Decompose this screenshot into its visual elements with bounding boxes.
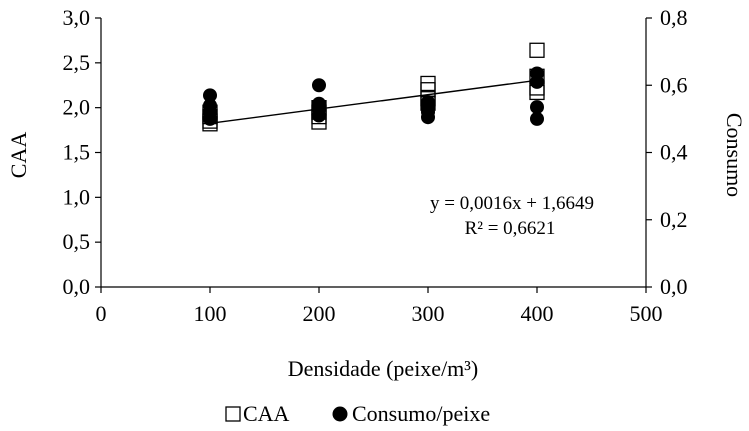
legend-label-consumo: Consumo/peixe [352,401,490,426]
consumo-point [312,78,326,93]
caa-point [529,42,545,58]
consumo-point [530,111,544,126]
consumo-point [421,95,435,110]
legend: CAA Consumo/peixe [225,401,490,426]
y2-tick-label: 0,6 [660,72,688,97]
consumo-point [203,98,217,113]
y-tick-label: 1,5 [63,140,91,165]
y-tick-label: 3,0 [63,5,91,30]
consumo-point [530,66,544,81]
y2-tick-label: 0,0 [660,274,688,299]
y2-axis-ticks: 0,0 0,2 0,4 0,6 0,8 [646,5,688,299]
legend-label-caa: CAA [243,401,290,426]
consumo-point [530,100,544,115]
axes [100,18,647,288]
x-tick-label: 400 [521,301,554,326]
y-tick-label: 0,5 [63,229,91,254]
y-tick-label: 2,0 [63,95,91,120]
trendline [209,79,538,125]
trendline-group [209,79,538,125]
y-tick-label: 1,0 [63,184,91,209]
y2-tick-label: 0,8 [660,5,688,30]
trendline-r2: R² = 0,6621 [465,218,556,239]
x-tick-label: 100 [194,301,227,326]
legend-marker-consumo [332,406,348,422]
x-axis-ticks: 0 100 200 300 400 500 [96,287,663,326]
x-tick-label: 0 [96,301,107,326]
consumo-point [203,88,217,103]
y-axis-ticks: 0,0 0,5 1,0 1,5 2,0 2,5 3,0 [63,5,101,299]
legend-marker-caa [225,406,241,422]
trendline-equation: y = 0,0016x + 1,6649 [430,193,594,214]
caa-point [420,75,436,92]
consumo-point [312,96,326,111]
y2-tick-label: 0,4 [660,140,688,165]
x-tick-label: 300 [412,301,445,326]
y-tick-label: 2,5 [63,50,91,75]
y-axis-title: CAA [6,132,31,179]
x-axis-title: Densidade (peixe/m³) [288,356,478,381]
x-tick-label: 200 [303,301,336,326]
data-points [202,42,545,132]
y-tick-label: 0,0 [63,274,91,299]
x-tick-label: 500 [630,301,663,326]
y2-axis-title: Consumo [722,113,747,197]
y2-tick-label: 0,2 [660,207,688,232]
